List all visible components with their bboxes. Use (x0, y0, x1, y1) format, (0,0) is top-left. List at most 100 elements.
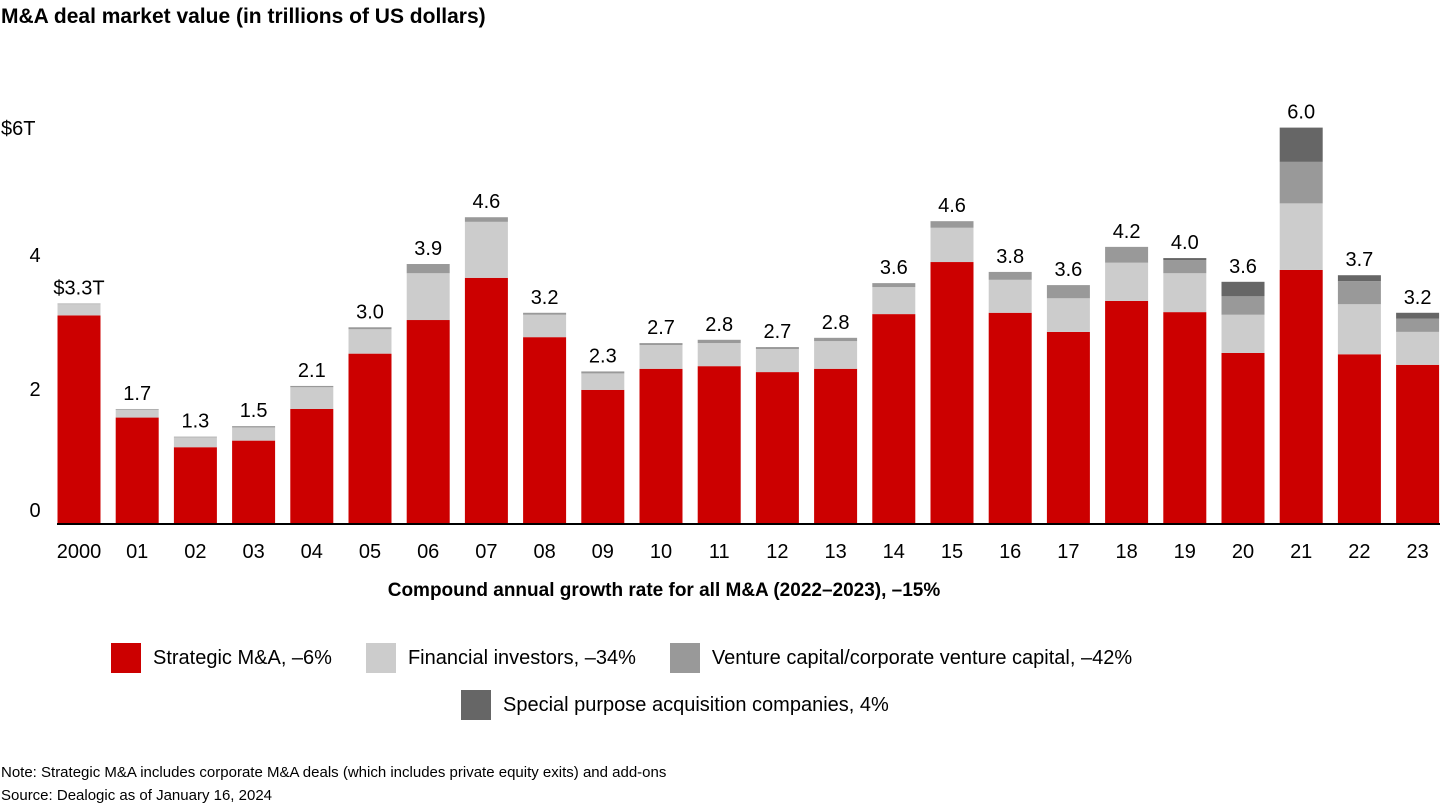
legend-row-2: Special purpose acquisition companies, 4… (461, 690, 923, 720)
x-tick-label-16: 16 (999, 541, 1021, 563)
data-label-06: 3.9 (414, 238, 442, 260)
data-label-11: 2.8 (705, 314, 733, 336)
chart-note: Note: Strategic M&A includes corporate M… (1, 764, 667, 781)
bar-segment-strategic-02 (173, 447, 217, 523)
bar-segment-strategic-19 (1163, 312, 1207, 523)
bar-segment-financial-06 (406, 273, 450, 321)
legend-swatch (461, 690, 491, 720)
data-label-19: 4.0 (1171, 232, 1199, 254)
bar-segment-financial-23 (1396, 331, 1440, 365)
x-axis-label: Compound annual growth rate for all M&A … (387, 580, 941, 601)
data-label-10: 2.7 (647, 317, 675, 339)
bar-segment-strategic-16 (988, 312, 1032, 523)
bar-segment-financial-16 (988, 279, 1032, 313)
x-tick-label-11: 11 (709, 541, 730, 563)
data-label-12: 2.7 (763, 321, 791, 343)
x-tick-label-05: 05 (359, 541, 381, 563)
x-tick-label-03: 03 (242, 541, 264, 563)
bar-segment-strategic-03 (232, 440, 276, 523)
bar-segment-vc-05 (348, 327, 392, 330)
bar-segment-strategic-20 (1221, 352, 1265, 523)
legend-swatch (111, 643, 141, 673)
bar-segment-financial-11 (697, 343, 741, 367)
data-label-2000: $3.3T (53, 278, 104, 300)
bar-segment-vc-10 (639, 343, 683, 346)
x-tick-label-13: 13 (824, 541, 846, 563)
bar-segment-spac-20 (1221, 281, 1265, 297)
data-label-01: 1.7 (123, 383, 151, 405)
x-tick-label-17: 17 (1057, 541, 1079, 563)
bar-segment-vc-18 (1105, 246, 1149, 263)
bar-segment-spac-22 (1337, 275, 1381, 282)
data-label-20: 3.6 (1229, 256, 1257, 278)
bar-segment-vc-14 (872, 283, 916, 288)
x-tick-label-20: 20 (1232, 541, 1254, 563)
bar-segment-spac-19 (1163, 258, 1207, 261)
y-tick-label-4: 4 (29, 245, 40, 267)
bar-segment-financial-14 (872, 287, 916, 315)
bar-segment-vc-22 (1337, 281, 1381, 305)
legend-item-strategic: Strategic M&A, –6% (111, 643, 332, 673)
bar-segment-financial-07 (464, 221, 508, 278)
legend-swatch (669, 643, 700, 673)
bar-segment-strategic-23 (1396, 364, 1440, 523)
legend-label: Venture capital/corporate venture capita… (711, 646, 1133, 669)
data-label-16: 3.8 (996, 246, 1024, 268)
x-tick-label-04: 04 (301, 541, 323, 563)
bar-segment-vc-20 (1221, 296, 1265, 315)
bar-segment-strategic-17 (1046, 331, 1090, 523)
x-tick-label-2000: 2000 (57, 541, 102, 563)
bar-segment-financial-17 (1046, 298, 1090, 332)
data-label-09: 2.3 (589, 345, 617, 367)
bar-segment-financial-05 (348, 329, 392, 354)
legend-label: Strategic M&A, –6% (153, 646, 332, 669)
bar-segment-financial-09 (581, 373, 625, 390)
bar-segment-strategic-15 (930, 262, 974, 523)
x-tick-label-08: 08 (533, 541, 555, 563)
y-tick-label-2: 2 (29, 379, 40, 401)
data-label-23: 3.2 (1404, 287, 1432, 309)
bar-segment-financial-20 (1221, 314, 1265, 353)
bar-segment-strategic-01 (115, 417, 159, 523)
data-label-14: 3.6 (880, 257, 908, 279)
bar-segment-financial-08 (523, 314, 567, 338)
x-tick-label-10: 10 (650, 541, 672, 563)
bar-segment-spac-21 (1279, 127, 1323, 162)
x-tick-label-06: 06 (417, 541, 439, 563)
bar-segment-financial-03 (232, 427, 276, 441)
bar-segment-financial-01 (115, 409, 159, 418)
bar-segment-strategic-08 (523, 337, 567, 523)
bar-segment-strategic-11 (697, 366, 741, 523)
data-label-02: 1.3 (181, 411, 209, 433)
bar-segment-financial-19 (1163, 273, 1207, 313)
bar-segment-vc-19 (1163, 260, 1207, 274)
data-label-18: 4.2 (1113, 221, 1141, 243)
bar-segment-financial-10 (639, 345, 683, 369)
bar-segment-strategic-14 (872, 314, 916, 523)
bar-segment-strategic-18 (1105, 300, 1149, 523)
legend-label: Special purpose acquisition companies, 4… (503, 693, 889, 716)
bar-segment-strategic-09 (581, 389, 625, 523)
data-label-05: 3.0 (356, 301, 384, 323)
bar-segment-vc-03 (232, 426, 276, 428)
data-label-21: 6.0 (1287, 102, 1315, 124)
x-tick-label-07: 07 (475, 541, 497, 563)
y-tick-label-0: 0 (29, 500, 40, 522)
bar-segment-strategic-2000 (57, 315, 101, 523)
bar-segment-vc-07 (464, 217, 508, 222)
x-tick-label-02: 02 (184, 541, 206, 563)
bar-segment-vc-16 (988, 271, 1032, 280)
chart-source: Source: Dealogic as of January 16, 2024 (1, 787, 273, 804)
legend-label: Financial investors, –34% (407, 646, 636, 669)
x-tick-label-21: 21 (1290, 541, 1312, 563)
data-label-03: 1.5 (240, 400, 268, 422)
bar-segment-spac-23 (1396, 312, 1440, 319)
bar-segment-financial-02 (173, 437, 217, 448)
bar-segment-vc-01 (115, 408, 159, 410)
bar-segment-financial-12 (755, 349, 799, 373)
data-label-04: 2.1 (298, 360, 326, 382)
x-tick-label-19: 19 (1174, 541, 1196, 563)
bar-segment-financial-22 (1337, 304, 1381, 355)
bar-segment-vc-15 (930, 221, 974, 228)
bar-segment-financial-13 (814, 341, 858, 369)
